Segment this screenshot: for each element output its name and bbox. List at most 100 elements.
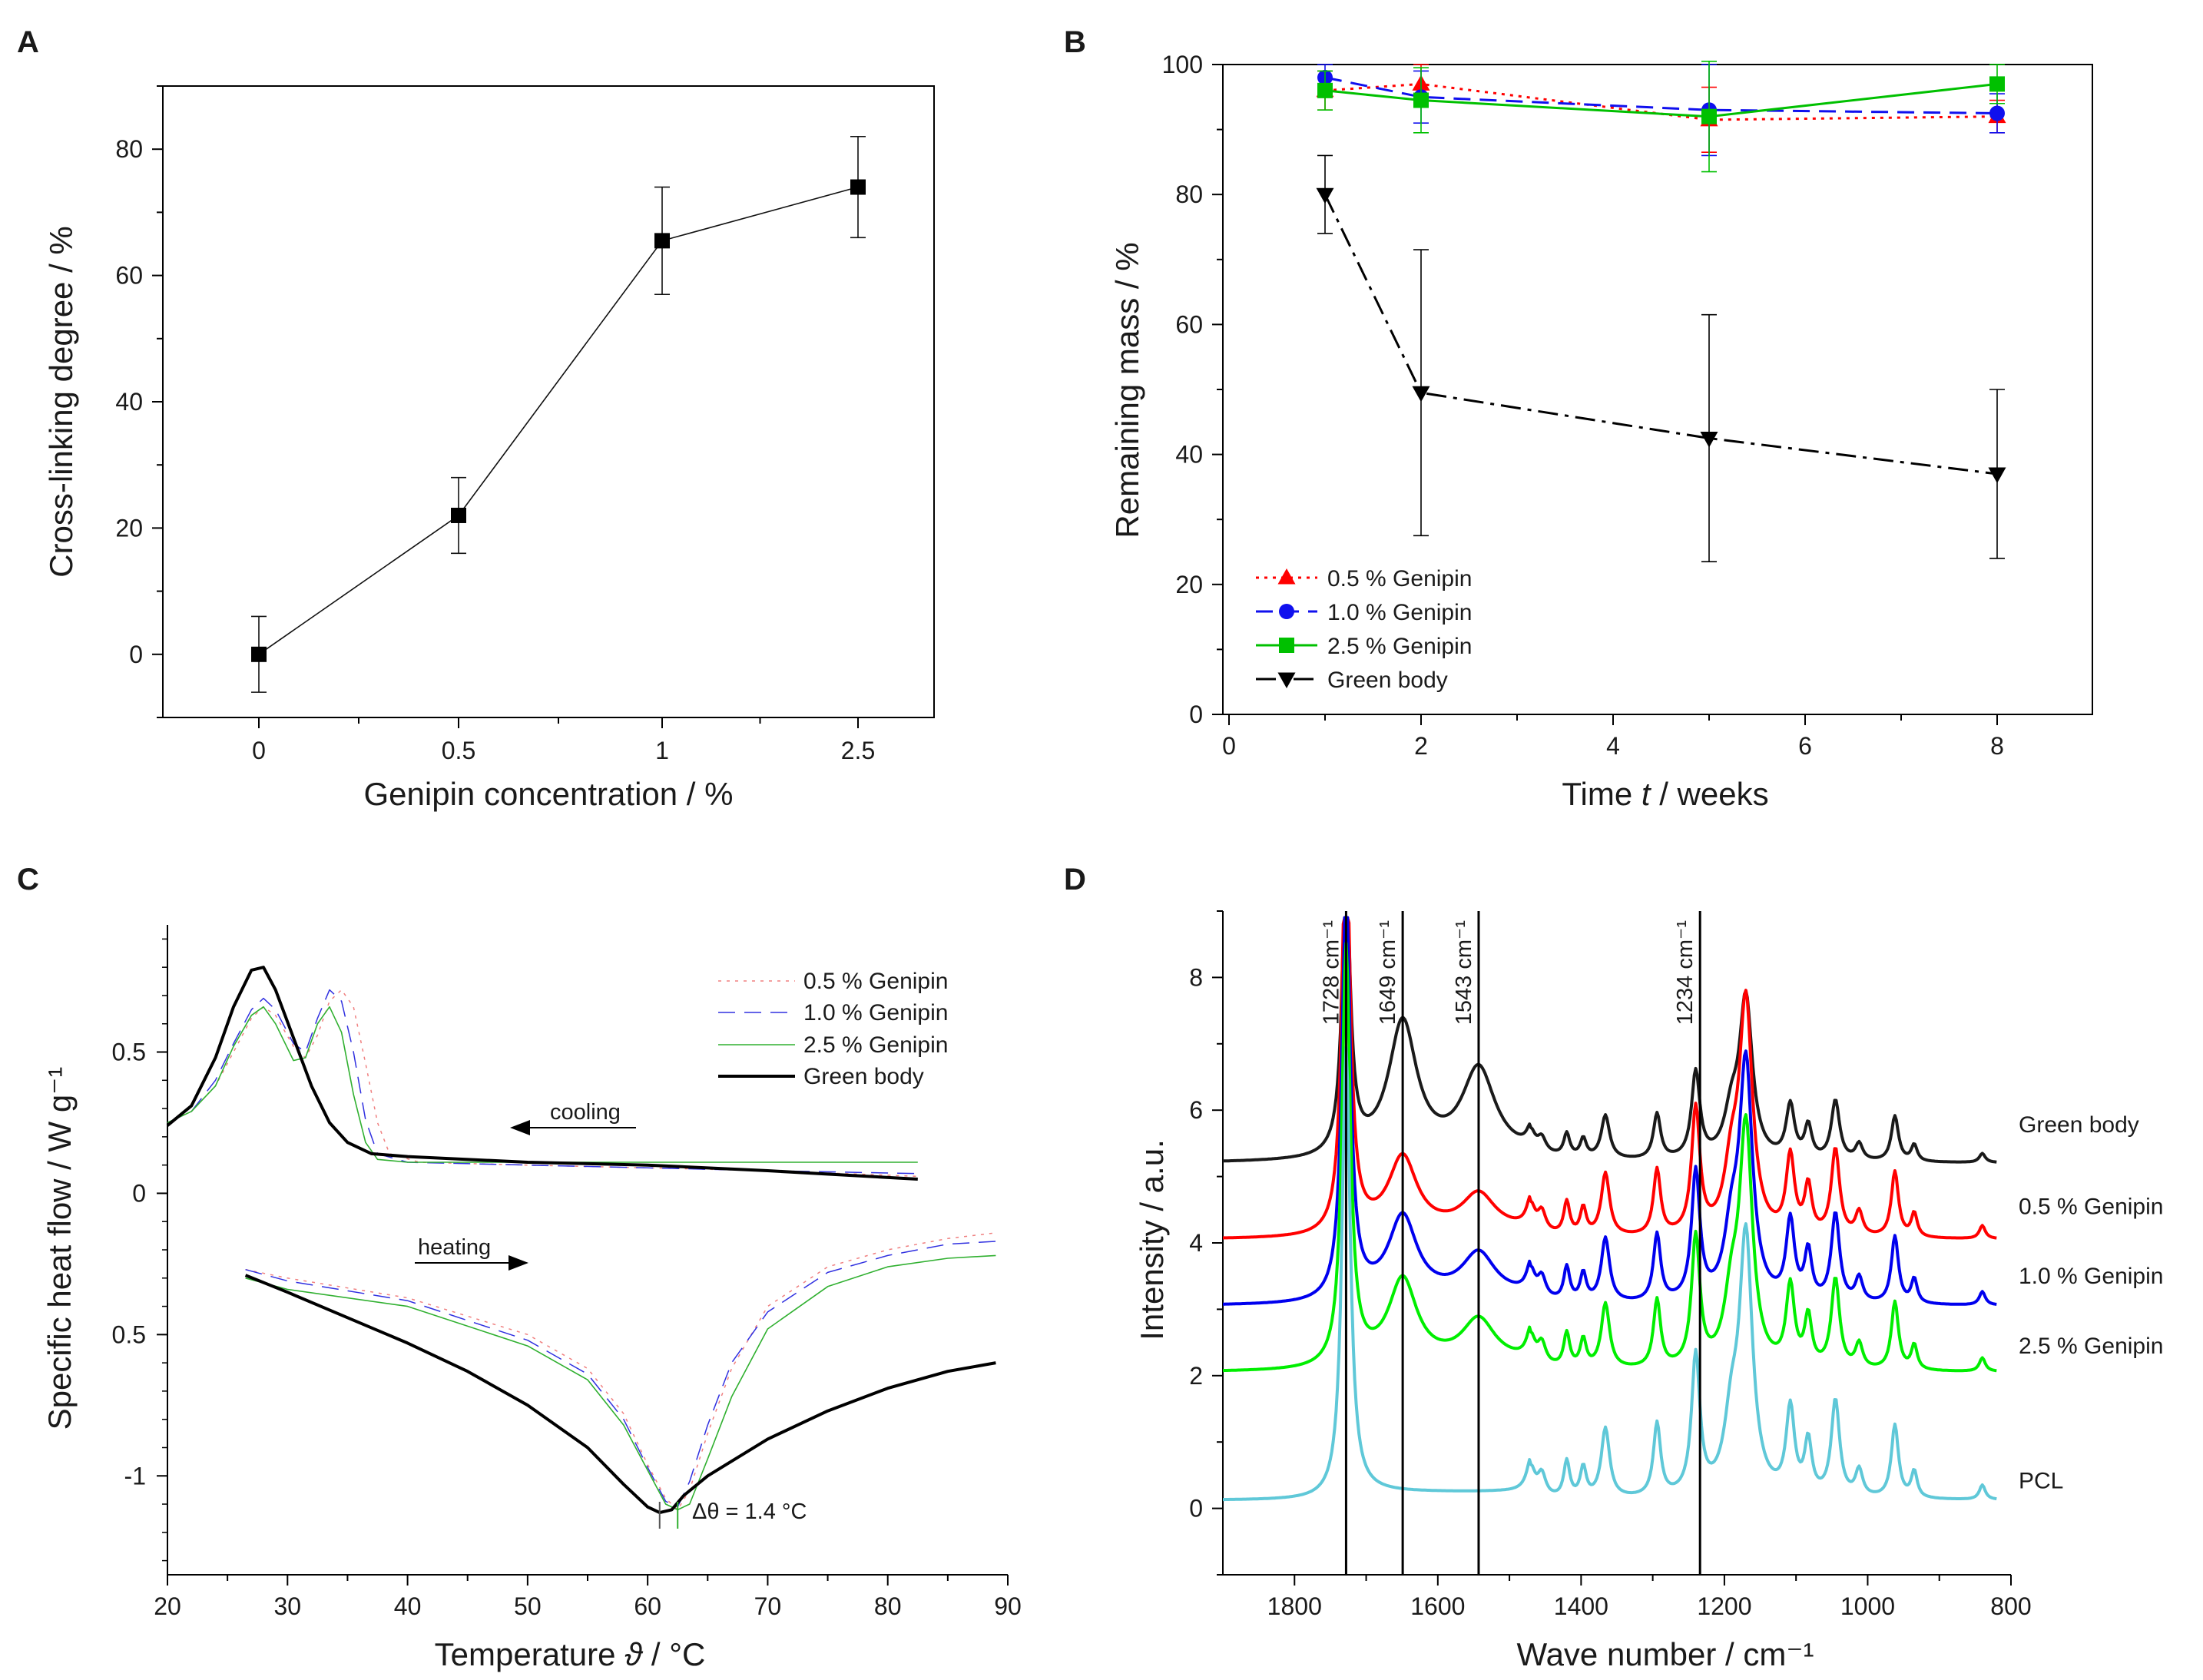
x-tick-label-b: 6: [1798, 732, 1812, 760]
x-axis-label-b: Time t / weeks: [1562, 776, 1768, 812]
legend-c: 0.5 % Genipin 1.0 % Genipin 2.5 % Genipin G…: [718, 969, 948, 1089]
data-point-a: [451, 507, 466, 523]
panel-b: B Time t / weeks Remaining mass / % 0 2 4 6…: [1064, 25, 2093, 812]
x-tick-label-c: 20: [154, 1592, 181, 1620]
x-tick-label-d: 800: [1990, 1592, 2031, 1620]
legend-label-c: 0.5 % Genipin: [803, 969, 948, 994]
series-line-c-heating: [244, 1274, 996, 1515]
panel-letter-c: C: [17, 863, 39, 896]
y-axis-label-a: Cross-linking degree / %: [43, 226, 79, 578]
data-point-b: [1316, 187, 1334, 204]
reference-label-d: 1234 cm⁻¹: [1673, 920, 1698, 1026]
plot-frame-a: [162, 85, 935, 718]
series-line-c-cooling: [166, 966, 918, 1181]
legend-marker-b: [1277, 568, 1296, 585]
y-tick-label-a: 20: [115, 514, 143, 542]
x-tick-label-c: 50: [514, 1592, 542, 1620]
y-tick-label-c: 0: [132, 1179, 146, 1207]
y-tick-label-d: 6: [1189, 1096, 1203, 1124]
panel-d: D Wave number / cm⁻¹ Intensity / a.u. 18…: [1064, 863, 2163, 1672]
y-tick-label-c: 0.5: [112, 1320, 146, 1348]
legend-marker-b: [1279, 638, 1294, 653]
y-tick-label-b: 100: [1162, 51, 1203, 78]
data-point-b: [1989, 76, 2005, 92]
spectrum-d-4: [1222, 1045, 1997, 1502]
data-point-a: [251, 646, 267, 662]
legend-label-c: 1.0 % Genipin: [803, 1000, 948, 1026]
x-tick-label-c: 60: [634, 1592, 661, 1620]
series-c-3: [166, 966, 996, 1515]
x-tick-label-d: 1800: [1267, 1592, 1322, 1620]
y-tick-label-b: 40: [1175, 441, 1203, 469]
x-tick-label-d: 1200: [1697, 1592, 1751, 1620]
data-point-b: [1413, 92, 1429, 108]
legend-label-c: 2.5 % Genipin: [803, 1032, 948, 1058]
y-axis-label-d: Intensity / a.u.: [1134, 1139, 1170, 1340]
spectrum-d-3: [1222, 941, 1997, 1373]
x-tick-label-d: 1400: [1554, 1592, 1608, 1620]
legend-label-b: 1.0 % Genipin: [1327, 600, 1472, 625]
data-point-b: [1701, 108, 1717, 124]
x-tick-label-c: 30: [273, 1592, 301, 1620]
y-axis-label-c: Specific heat flow / W g⁻¹: [41, 1067, 78, 1430]
x-tick-label-d: 1000: [1840, 1592, 1895, 1620]
x-tick-label-c: 40: [394, 1592, 422, 1620]
spectrum-label-d: 0.5 % Genipin: [2019, 1194, 2163, 1219]
x-axis-label-a: Genipin concentration / %: [364, 776, 734, 812]
data-point-b: [1412, 386, 1430, 403]
x-tick-label-a: 0: [252, 737, 266, 764]
x-tick-label-b: 8: [1990, 732, 2004, 760]
data-point-a: [850, 179, 866, 195]
x-tick-label-c: 80: [874, 1592, 902, 1620]
series-line-c-heating: [245, 1241, 996, 1508]
x-tick-label-b: 4: [1606, 732, 1620, 760]
data-point-b: [1317, 82, 1333, 98]
legend-label-b: 0.5 % Genipin: [1327, 566, 1472, 591]
y-tick-label-b: 80: [1175, 181, 1203, 208]
y-tick-label-a: 0: [129, 641, 143, 668]
x-tick-label-b: 0: [1222, 732, 1236, 760]
x-tick-label-c: 70: [754, 1592, 782, 1620]
series-b-2: [1317, 60, 2005, 173]
reference-label-d: 1728 cm⁻¹: [1319, 920, 1343, 1026]
y-tick-label-c: -1: [124, 1462, 146, 1489]
panel-letter-b: B: [1064, 25, 1086, 59]
x-tick-label-c: 90: [994, 1592, 1022, 1620]
y-tick-label-d: 0: [1189, 1495, 1203, 1523]
legend-label-b: Green body: [1327, 668, 1448, 693]
y-tick-label-d: 4: [1189, 1229, 1203, 1257]
y-axis-label-b: Remaining mass / %: [1109, 242, 1145, 538]
annotations-c: cooling heating Δθ = 1.4 °C: [415, 1100, 807, 1529]
series-b-3: [1316, 154, 2006, 562]
series-line-c-cooling: [167, 989, 918, 1175]
heating-label: heating: [418, 1235, 491, 1260]
y-tick-label-a: 60: [115, 262, 143, 290]
data-point-b: [1700, 431, 1718, 448]
panel-c: C Temperature ϑ / °C Specific heat flow …: [17, 863, 1022, 1672]
series-line-c-heating: [245, 1254, 996, 1511]
series-line-b: [1324, 76, 1998, 114]
x-tick-label-a: 2.5: [841, 737, 875, 764]
y-tick-label-b: 0: [1189, 701, 1203, 728]
delta-theta-label: Δθ = 1.4 °C: [692, 1499, 807, 1524]
legend-marker-b: [1279, 604, 1294, 619]
cooling-arrow-head: [510, 1120, 530, 1135]
series-line-b: [1323, 194, 1998, 476]
x-tick-label-b: 2: [1414, 732, 1428, 760]
x-tick-label-d: 1600: [1410, 1592, 1465, 1620]
panel-letter-d: D: [1064, 863, 1086, 896]
y-tick-label-d: 2: [1189, 1362, 1203, 1390]
x-axis-label-c: Temperature ϑ / °C: [435, 1636, 706, 1672]
heating-arrow-head: [509, 1255, 528, 1271]
data-point-b: [1989, 105, 2005, 121]
spectrum-label-d: 2.5 % Genipin: [2019, 1334, 2163, 1359]
series-b-0: [1316, 64, 2006, 154]
y-tick-label-c: 0.5: [112, 1039, 146, 1066]
data-point-b: [1988, 467, 2006, 483]
legend-b: 0.5 % Genipin 1.0 % Genipin 2.5 % Genipin G…: [1256, 566, 1472, 693]
series-line-b: [1324, 82, 1998, 118]
y-tick-label-a: 40: [115, 388, 143, 416]
legend-label-c: Green body: [803, 1064, 924, 1089]
x-axis-label-d: Wave number / cm⁻¹: [1516, 1636, 1814, 1672]
x-tick-label-a: 0.5: [442, 737, 475, 764]
